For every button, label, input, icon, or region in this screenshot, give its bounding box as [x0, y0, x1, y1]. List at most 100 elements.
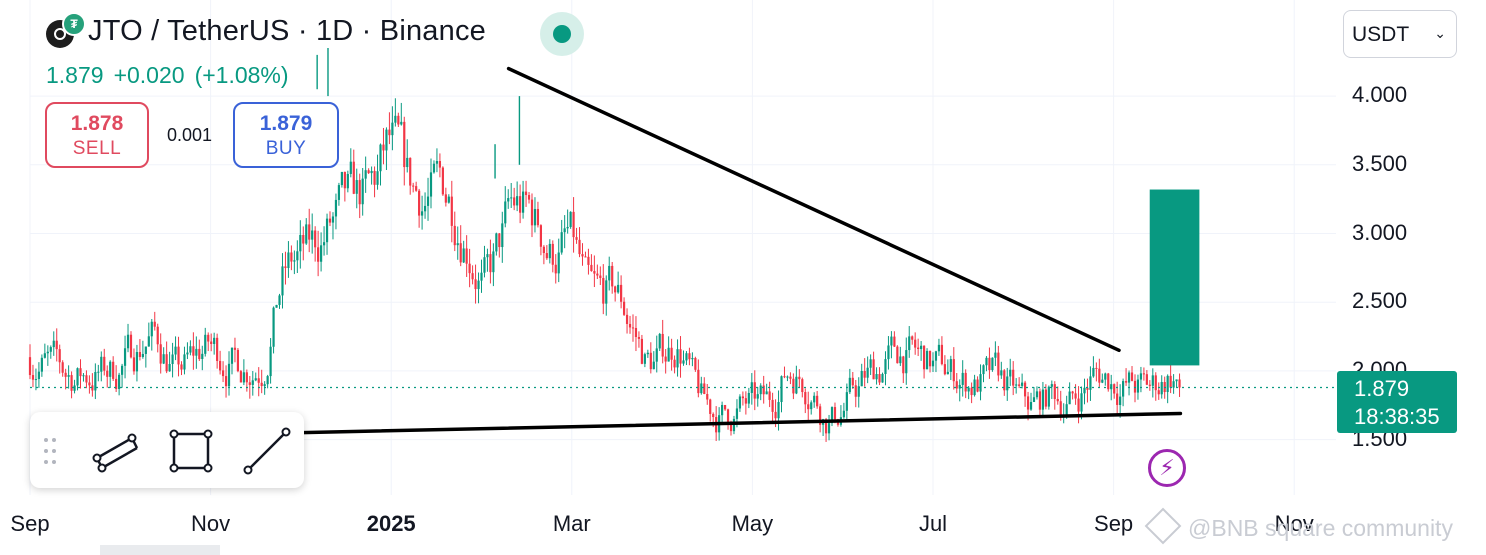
parallel-channel-icon[interactable]: [92, 426, 142, 476]
candle-body: [31, 375, 35, 380]
candle-body: [622, 301, 626, 315]
candle-body: [798, 376, 801, 380]
candle-body: [278, 295, 281, 305]
candle-body: [557, 252, 560, 274]
candle-body: [432, 163, 436, 173]
candle-body: [109, 361, 112, 377]
candle-body: [1047, 386, 1050, 407]
candle-body: [103, 356, 106, 371]
candle-body: [266, 376, 269, 385]
trend-line-icon[interactable]: [242, 426, 292, 476]
candle-body: [691, 357, 694, 360]
candle-body: [1136, 379, 1140, 393]
candle-body: [813, 395, 816, 403]
x-tick-label: Sep: [1094, 511, 1134, 536]
candle-body: [198, 348, 201, 360]
candle-body: [1142, 373, 1145, 375]
candle-body: [192, 346, 195, 356]
candle-body: [290, 252, 293, 262]
candle-body: [640, 338, 644, 364]
candle-body: [328, 218, 332, 223]
candle-body: [1000, 370, 1003, 376]
candle-body: [480, 272, 483, 281]
candle-body: [1145, 374, 1148, 385]
candle-body: [302, 234, 305, 244]
candle-body: [49, 347, 52, 352]
candle-body: [830, 407, 834, 424]
candle-body: [521, 191, 525, 213]
candle-body: [221, 370, 225, 377]
candle-body: [833, 407, 837, 420]
candle-body: [418, 190, 421, 216]
last-price: 1.879: [46, 62, 104, 88]
candle-body: [112, 361, 115, 379]
drag-handle-icon[interactable]: [42, 436, 58, 466]
currency-select[interactable]: USDT ⌄: [1343, 10, 1457, 58]
buy-button[interactable]: 1.879 BUY: [233, 102, 339, 168]
candle-body: [741, 396, 744, 399]
candle-body: [346, 173, 349, 189]
candle-body: [242, 372, 245, 383]
candle-body: [878, 374, 881, 383]
market-status-icon[interactable]: [540, 12, 584, 56]
candle-body: [474, 279, 477, 290]
candle-body: [970, 387, 973, 396]
candle-body: [884, 359, 887, 374]
candle-body: [394, 115, 397, 123]
candle-body: [61, 362, 64, 373]
candle-body: [560, 232, 563, 253]
spread-value: 0.001: [167, 125, 213, 145]
candle-body: [786, 376, 789, 378]
candle-body: [370, 170, 373, 174]
candle-body: [643, 354, 646, 364]
candle-body: [997, 352, 1000, 376]
candle-body: [694, 357, 697, 370]
candle-body: [602, 277, 605, 304]
candle-body: [1160, 382, 1163, 395]
candle-body: [1101, 379, 1104, 383]
price-change: +0.020: [113, 62, 185, 88]
candle-body: [685, 353, 688, 361]
candle-body: [934, 351, 938, 361]
price-summary: 1.879 +0.020 (+1.08%): [46, 62, 299, 89]
candle-body: [943, 364, 946, 375]
candle-body: [450, 196, 453, 226]
candle-body: [1113, 384, 1116, 394]
rectangle-icon[interactable]: [166, 426, 216, 476]
candle-body: [43, 353, 46, 358]
candle-body: [486, 254, 489, 258]
chart-grid: [29, 0, 1336, 495]
candle-body: [869, 359, 872, 368]
chart-header: ₮ JTO / TetherUS · 1D · Binance: [46, 12, 486, 48]
candle-body: [34, 379, 38, 381]
candle-body: [189, 346, 192, 353]
candle-body: [863, 371, 866, 378]
candle-body: [352, 161, 355, 194]
candle-body: [893, 336, 896, 347]
sell-button[interactable]: 1.878 SELL: [45, 102, 149, 168]
candle-body: [753, 382, 756, 399]
candle-body: [1041, 389, 1045, 410]
y-tick-label: 4.000: [1352, 82, 1408, 108]
candle-body: [435, 161, 439, 164]
candle-body: [744, 398, 747, 404]
candle-body: [239, 371, 242, 383]
symbol-title[interactable]: JTO / TetherUS · 1D · Binance: [88, 14, 486, 47]
candle-body: [73, 385, 76, 391]
candle-body: [649, 352, 652, 370]
candle-body: [792, 378, 795, 394]
candle-body: [857, 386, 860, 397]
candle-body: [1178, 379, 1181, 388]
candle-body: [438, 161, 442, 168]
candle-body: [667, 347, 670, 362]
candle-body: [420, 211, 424, 216]
lightning-bolt-icon[interactable]: ⚡: [1148, 449, 1186, 487]
candle-body: [697, 369, 700, 394]
candle-body: [153, 321, 156, 327]
candle-body: [337, 185, 341, 200]
candle-body: [872, 359, 875, 380]
candle-body: [729, 423, 733, 432]
candle-body: [129, 334, 133, 358]
candle-body: [343, 171, 346, 189]
